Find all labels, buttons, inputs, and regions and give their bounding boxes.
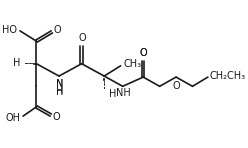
Text: O: O: [173, 81, 180, 91]
Text: N: N: [56, 79, 63, 89]
Text: H: H: [56, 87, 63, 97]
Text: O: O: [140, 48, 148, 58]
Text: CH₃: CH₃: [123, 59, 141, 69]
Text: O: O: [52, 112, 60, 122]
Text: CH₂CH₃: CH₂CH₃: [210, 71, 246, 81]
Text: HO: HO: [2, 25, 17, 35]
Text: O: O: [54, 25, 62, 35]
Text: OH: OH: [5, 112, 20, 123]
Text: NH: NH: [116, 88, 130, 98]
Text: H: H: [109, 89, 117, 99]
Text: O: O: [78, 33, 86, 43]
Text: H: H: [56, 86, 63, 96]
Text: N: N: [56, 79, 63, 89]
Text: H: H: [13, 58, 20, 68]
Text: O: O: [140, 48, 148, 58]
